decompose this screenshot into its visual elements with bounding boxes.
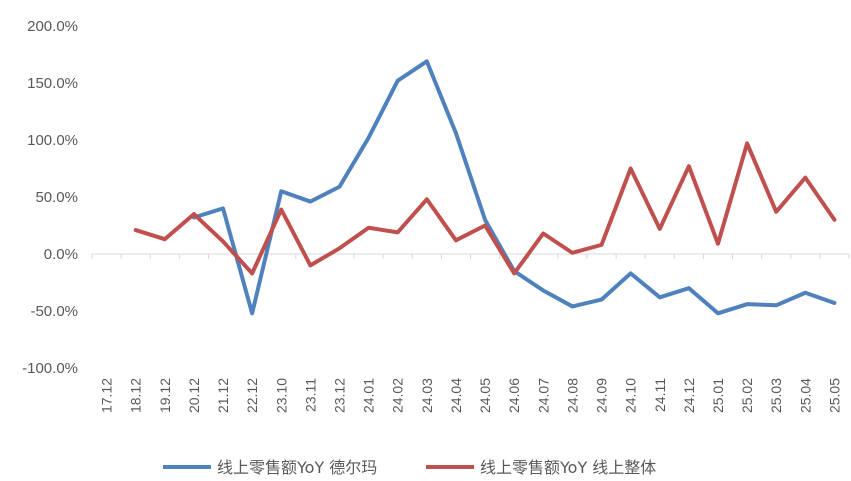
- x-tick-label: 21.12: [215, 378, 231, 413]
- legend-label-series-0: 线上零售额YoY 德尔玛: [217, 458, 377, 477]
- x-tick-label: 24.10: [623, 378, 639, 413]
- x-axis: 17.12 18.12 19.12 20.12 21.12 22.12 23.10 23.11…: [91, 253, 850, 413]
- x-tick-label: 24.08: [564, 378, 580, 413]
- series-line-0: [191, 59, 837, 316]
- x-tick-label: 24.11: [652, 378, 668, 412]
- x-tick-label: 24.05: [477, 378, 493, 413]
- x-tick-label: 23.10: [273, 378, 289, 413]
- series-line-1: [133, 141, 837, 276]
- x-tick-label: 24.01: [361, 378, 377, 413]
- y-tick-label: -50.0%: [30, 303, 78, 320]
- x-tick-label: 24.04: [448, 378, 464, 413]
- legend-label-series-1: 线上零售额YoY 线上整体: [480, 458, 656, 477]
- series-layer: [133, 59, 837, 316]
- x-tick-label: 25.02: [739, 378, 755, 413]
- y-tick-label: -100.0%: [22, 360, 78, 377]
- x-tick-label: 17.12: [99, 378, 115, 413]
- x-tick-label: 22.12: [244, 378, 260, 413]
- x-tick-label: 24.02: [390, 378, 406, 413]
- y-tick-label: 200.0%: [27, 18, 78, 35]
- x-tick-label: 18.12: [128, 378, 144, 413]
- x-tick-label: 24.06: [506, 378, 522, 413]
- x-tick-label: 24.07: [535, 378, 551, 413]
- x-tick-label: 25.01: [710, 378, 726, 413]
- x-tick-label: 23.12: [331, 378, 347, 413]
- x-tick-label: 24.12: [681, 378, 697, 413]
- x-tick-label: 23.11: [302, 378, 318, 412]
- x-tick-label: 25.04: [797, 378, 813, 413]
- y-axis: -100.0% -50.0% 0.0% 50.0% 100.0% 150.0% 200.0%: [22, 18, 78, 377]
- y-tick-label: 150.0%: [27, 75, 78, 92]
- x-tick-label: 25.05: [826, 378, 842, 413]
- y-tick-label: 100.0%: [27, 132, 78, 149]
- y-tick-label: 0.0%: [44, 246, 78, 263]
- y-tick-label: 50.0%: [35, 189, 78, 206]
- x-tick-label: 25.03: [768, 378, 784, 413]
- x-tick-label: 19.12: [157, 378, 173, 413]
- x-tick-label: 20.12: [186, 378, 202, 413]
- legend: 线上零售额YoY 德尔玛 线上零售额YoY 线上整体: [163, 458, 656, 477]
- x-tick-label: 24.03: [419, 378, 435, 413]
- x-tick-label: 24.09: [594, 378, 610, 413]
